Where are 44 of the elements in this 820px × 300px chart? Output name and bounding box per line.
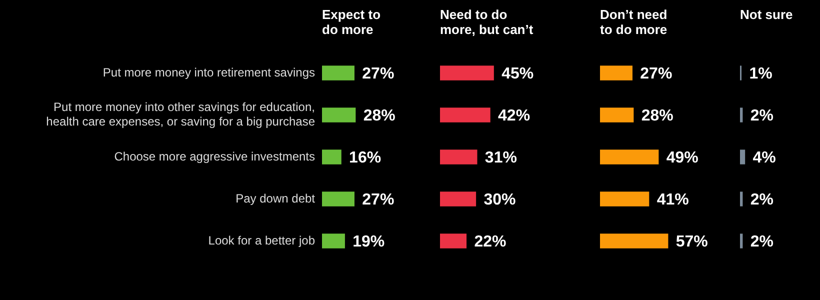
- data-label: 4%: [752, 149, 776, 166]
- bar: [322, 66, 354, 80]
- bar: [600, 150, 659, 164]
- bar: [440, 66, 494, 80]
- chart-title: Not sure: [740, 7, 793, 22]
- data-label: 27%: [640, 65, 672, 82]
- data-label: 16%: [349, 149, 382, 166]
- data-label: 49%: [666, 149, 698, 166]
- data-label: 42%: [498, 107, 530, 124]
- bar: [440, 150, 478, 164]
- bar: [322, 192, 354, 206]
- chart-title: Expect to do more: [322, 7, 381, 38]
- bar: [440, 108, 490, 122]
- bar: [440, 192, 476, 206]
- data-label: 45%: [502, 65, 534, 82]
- data-label: 28%: [363, 107, 396, 124]
- y-tick-label: Choose more aggressive investments: [114, 149, 315, 164]
- data-label: 2%: [750, 233, 774, 250]
- y-tick-label: Put more money into retirement savings: [102, 65, 315, 80]
- data-label: 30%: [484, 191, 516, 208]
- data-label: 27%: [362, 65, 394, 82]
- data-label: 22%: [474, 233, 506, 250]
- data-label: 27%: [362, 191, 394, 208]
- chart-title: Need to do more, but can’t: [440, 7, 534, 38]
- bar: [600, 234, 668, 248]
- data-label: 1%: [749, 65, 772, 82]
- data-label: 41%: [656, 191, 689, 208]
- bar: [322, 108, 356, 122]
- bar: [600, 108, 634, 122]
- data-label: 57%: [676, 233, 708, 250]
- bar: [322, 150, 342, 164]
- data-label: 19%: [352, 233, 385, 250]
- bar: [440, 234, 467, 248]
- data-label: 31%: [484, 149, 517, 166]
- data-label: 28%: [641, 107, 674, 124]
- y-tick-label: Pay down debt: [236, 191, 316, 206]
- bar: [600, 66, 632, 80]
- bar: [322, 234, 345, 248]
- data-label: 2%: [750, 191, 774, 208]
- bar: [600, 192, 650, 206]
- chart-title: Don’t need to do more: [600, 7, 668, 38]
- y-tick-label: Look for a better job: [208, 233, 316, 248]
- data-label: 2%: [750, 107, 774, 124]
- y-tick-label: Put more money into other savings for education, health care expenses, or saving for a big purchase: [46, 100, 316, 129]
